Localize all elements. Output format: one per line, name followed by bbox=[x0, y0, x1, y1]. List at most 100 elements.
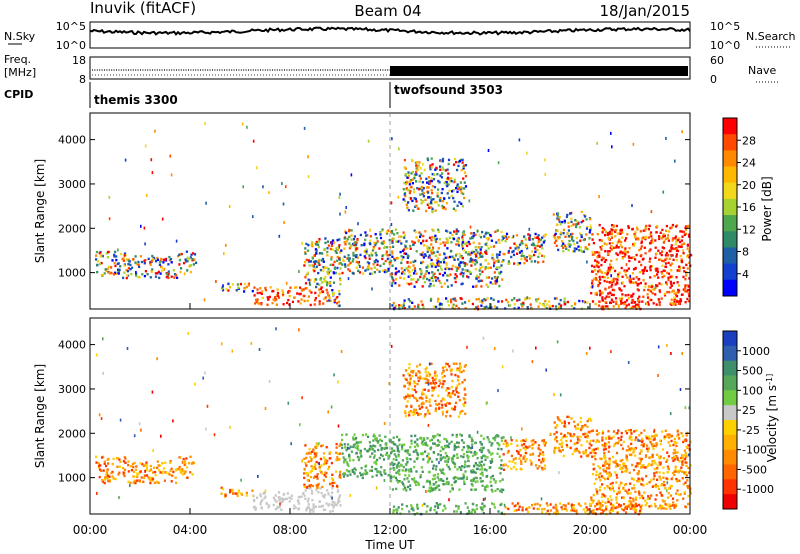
heatmap-cell bbox=[592, 463, 595, 466]
heatmap-cell bbox=[112, 477, 115, 480]
heatmap-cell bbox=[678, 479, 681, 482]
heatmap-cell bbox=[334, 503, 337, 507]
heatmap-cell bbox=[189, 270, 192, 274]
heatmap-cell bbox=[161, 269, 164, 272]
heatmap-cell bbox=[662, 480, 666, 484]
heatmap-cell bbox=[450, 177, 453, 180]
heatmap-cell bbox=[425, 270, 428, 273]
heatmap-cell bbox=[520, 462, 523, 465]
heatmap-cell bbox=[449, 298, 453, 301]
heatmap-cell bbox=[304, 444, 307, 447]
heatmap-cell bbox=[619, 504, 623, 507]
heatmap-cell bbox=[507, 304, 511, 307]
heatmap-cell bbox=[595, 429, 598, 432]
heatmap-cell bbox=[561, 220, 564, 224]
heatmap-cell bbox=[364, 433, 367, 436]
heatmap-cell bbox=[452, 477, 455, 480]
heatmap-cell bbox=[363, 447, 366, 451]
heatmap-cell bbox=[457, 241, 460, 244]
heatmap-cell bbox=[687, 444, 690, 447]
heatmap-cell bbox=[440, 191, 443, 195]
heatmap-cell bbox=[502, 464, 505, 467]
heatmap-cell bbox=[127, 463, 130, 467]
heatmap-cell bbox=[426, 444, 429, 447]
heatmap-cell bbox=[419, 235, 422, 238]
heatmap-cell bbox=[500, 230, 503, 234]
heatmap-cell bbox=[669, 275, 672, 278]
heatmap-cell bbox=[398, 304, 401, 307]
heatmap-cell bbox=[511, 460, 514, 463]
heatmap-cell bbox=[427, 470, 431, 474]
heatmap-cell bbox=[429, 167, 432, 171]
heatmap-cell bbox=[462, 275, 465, 278]
heatmap-cell bbox=[609, 268, 612, 271]
heatmap-cell bbox=[620, 266, 623, 270]
heatmap-cell bbox=[413, 174, 416, 177]
heatmap-cell bbox=[483, 505, 486, 508]
heatmap-cell bbox=[456, 384, 459, 387]
heatmap-cell bbox=[453, 180, 456, 184]
heatmap-cell bbox=[350, 238, 353, 241]
heatmap-cell bbox=[424, 381, 428, 384]
heatmap-cell bbox=[489, 233, 492, 237]
heatmap-cell bbox=[455, 446, 458, 449]
heatmap-cell bbox=[292, 507, 295, 510]
heatmap-cell bbox=[367, 264, 370, 267]
heatmap-cell bbox=[408, 383, 411, 387]
heatmap-cell bbox=[613, 443, 616, 446]
heatmap-cell bbox=[562, 228, 565, 232]
heatmap-cell bbox=[153, 466, 156, 469]
heatmap-cell bbox=[462, 230, 466, 233]
heatmap-cell bbox=[438, 488, 441, 492]
heatmap-cell bbox=[306, 500, 310, 503]
heatmap-cell bbox=[631, 487, 634, 490]
heatmap-cell bbox=[497, 161, 500, 165]
heatmap-cell bbox=[424, 371, 427, 374]
heatmap-cell bbox=[485, 305, 488, 308]
heatmap-cell bbox=[682, 275, 685, 279]
heatmap-cell bbox=[313, 464, 317, 467]
heatmap-cell bbox=[639, 496, 642, 499]
heatmap-cell bbox=[96, 270, 99, 274]
heatmap-cell bbox=[655, 252, 658, 255]
heatmap-cell bbox=[633, 242, 636, 245]
heatmap-cell bbox=[417, 370, 420, 373]
heatmap-cell bbox=[231, 283, 234, 286]
heatmap-cell bbox=[425, 396, 428, 400]
date-title: 18/Jan/2015 bbox=[600, 2, 691, 20]
heatmap-cell bbox=[195, 261, 198, 264]
heatmap-cell bbox=[341, 433, 344, 437]
heatmap-cell bbox=[627, 226, 630, 229]
heatmap-cell bbox=[437, 188, 440, 191]
heatmap-cell bbox=[677, 436, 681, 440]
heatmap-cell bbox=[437, 506, 440, 509]
heatmap-cell bbox=[386, 257, 389, 261]
heatmap-cell bbox=[338, 500, 341, 503]
heatmap-cell bbox=[368, 257, 371, 260]
heatmap-cell bbox=[517, 450, 520, 454]
heatmap-cell bbox=[500, 264, 503, 267]
heatmap-cell bbox=[565, 443, 568, 447]
heatmap-cell bbox=[481, 509, 484, 512]
heatmap-cell bbox=[169, 154, 172, 158]
heatmap-cell bbox=[519, 454, 522, 457]
heatmap-cell bbox=[321, 504, 325, 508]
heatmap-cell bbox=[436, 173, 439, 176]
heatmap-cell bbox=[328, 465, 331, 469]
heatmap-cell bbox=[308, 264, 311, 267]
heatmap-cell bbox=[591, 284, 594, 287]
heatmap-cell bbox=[545, 502, 548, 505]
heatmap-cell bbox=[453, 230, 456, 233]
heatmap-cell bbox=[575, 223, 578, 226]
heatmap-cell bbox=[621, 251, 624, 254]
heatmap-cell bbox=[462, 177, 465, 180]
heatmap-cell bbox=[400, 272, 404, 275]
heatmap-cell bbox=[158, 260, 162, 264]
heatmap-cell bbox=[395, 466, 398, 469]
heatmap-cell bbox=[611, 246, 614, 249]
heatmap-cell bbox=[416, 382, 419, 386]
heatmap-cell bbox=[349, 473, 352, 476]
heatmap-cell bbox=[320, 492, 323, 495]
heatmap-cell bbox=[607, 475, 610, 479]
heatmap-cell bbox=[227, 289, 230, 292]
